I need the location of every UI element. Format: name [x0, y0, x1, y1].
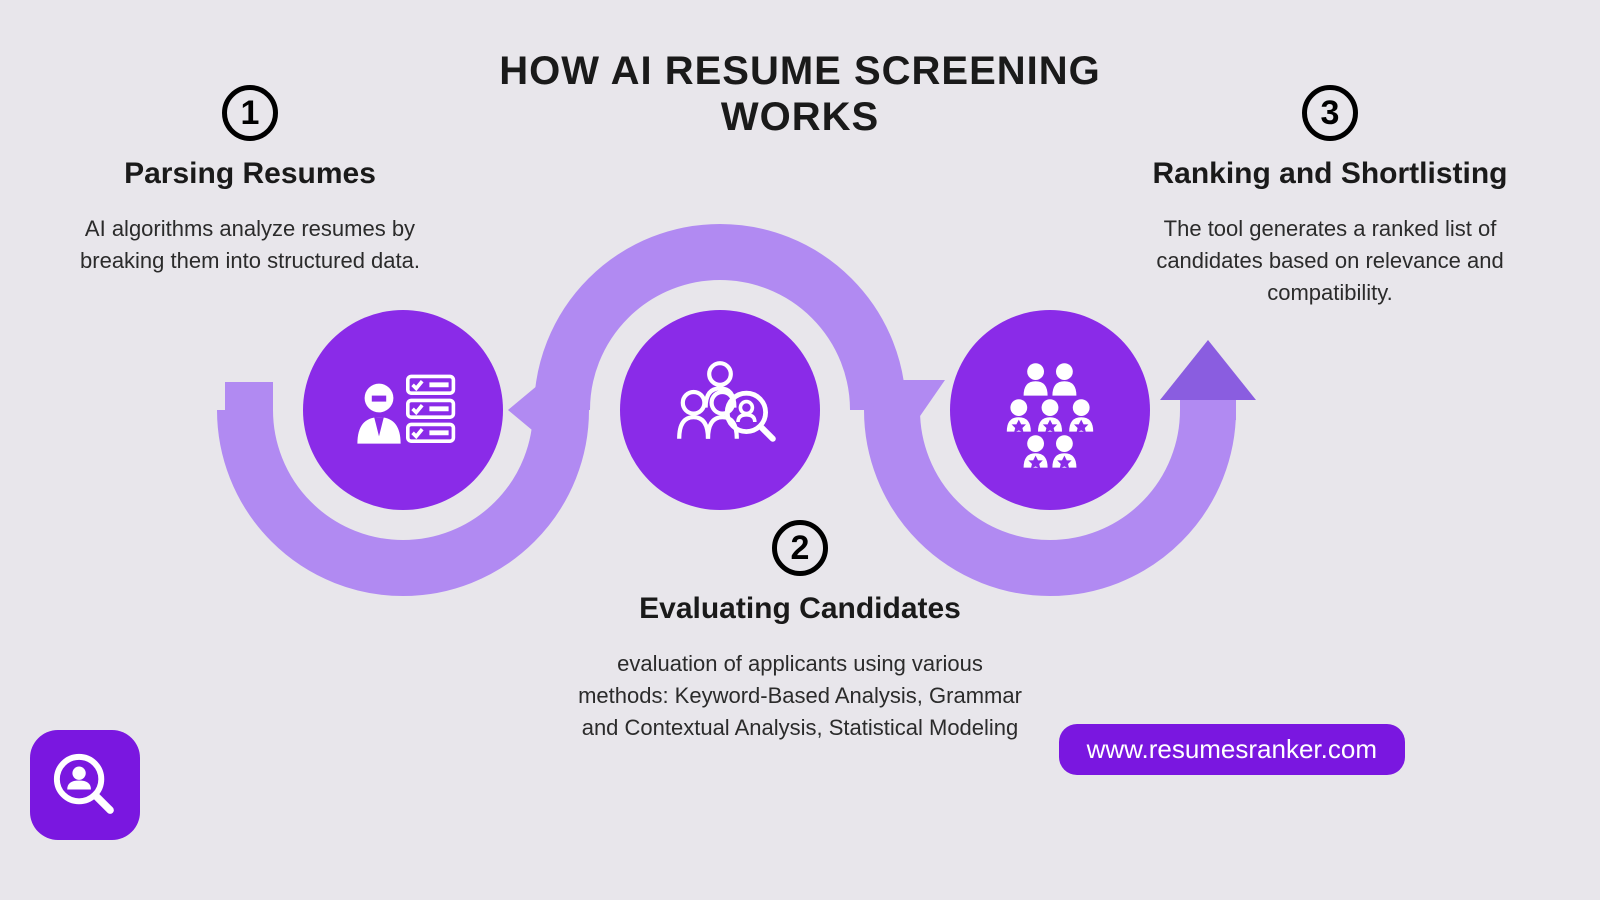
- step-3-desc: The tool generates a ranked list of cand…: [1120, 213, 1540, 309]
- step-1-desc: AI algorithms analyze resumes by breakin…: [80, 213, 420, 277]
- step-2-desc: evaluation of applicants using various m…: [570, 648, 1030, 744]
- page-title: HOW AI RESUME SCREENING WORKS: [450, 48, 1150, 140]
- step-3-number: 3: [1302, 85, 1358, 141]
- brand-logo: [30, 730, 140, 840]
- step-2-number: 2: [772, 520, 828, 576]
- step-1: 1 Parsing Resumes AI algorithms analyze …: [80, 85, 420, 277]
- candidate-search-icon: [660, 350, 780, 470]
- step-1-number: 1: [222, 85, 278, 141]
- parsing-resume-icon: [343, 350, 463, 470]
- step-2-title: Evaluating Candidates: [639, 592, 961, 626]
- step-3: 3 Ranking and Shortlisting The tool gene…: [1120, 85, 1540, 309]
- step-1-title: Parsing Resumes: [124, 157, 376, 191]
- website-url[interactable]: www.resumesranker.com: [1059, 724, 1405, 775]
- step-2: 2 Evaluating Candidates evaluation of ap…: [570, 520, 1030, 744]
- ranking-people-icon: [990, 350, 1110, 470]
- step-3-title: Ranking and Shortlisting: [1152, 157, 1507, 191]
- node-parsing: [303, 310, 503, 510]
- logo-search-person-icon: [48, 748, 122, 822]
- node-ranking: [950, 310, 1150, 510]
- node-evaluating: [620, 310, 820, 510]
